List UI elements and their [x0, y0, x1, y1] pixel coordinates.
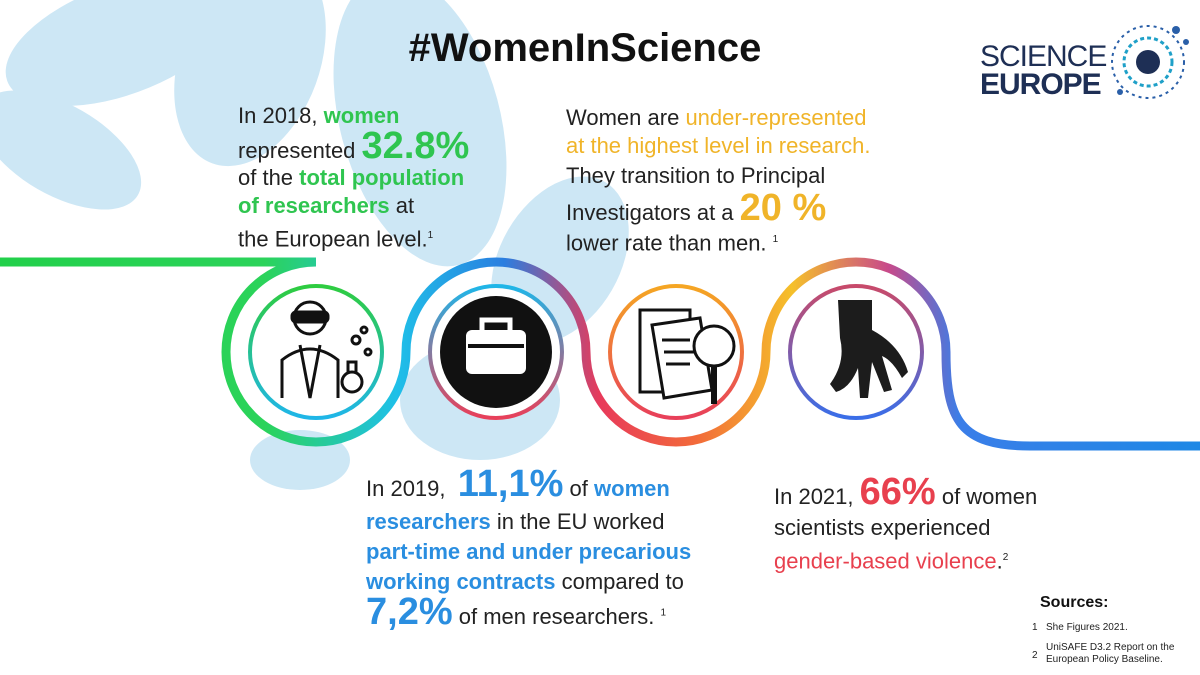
- text: represented: [238, 138, 356, 163]
- highlight: of researchers: [238, 193, 390, 218]
- highlight: women: [323, 103, 400, 128]
- text: Women are: [566, 105, 680, 130]
- title: #WomenInScience: [408, 26, 762, 70]
- footnote-ref: 1: [772, 234, 779, 245]
- text: Investigators at a: [566, 200, 734, 225]
- statistic: 32.8%: [361, 125, 470, 167]
- source-text: UniSAFE D3.2 Report on the European Poli…: [1046, 642, 1175, 665]
- text: In 2021,: [774, 484, 854, 509]
- logo-text: EUROPE: [980, 68, 1102, 101]
- highlight: working contracts: [366, 569, 556, 594]
- statistic: 7,2%: [366, 591, 453, 633]
- text: lower rate than men.: [566, 230, 767, 256]
- text: In 2018,: [238, 103, 318, 128]
- text: in the EU worked: [496, 509, 665, 534]
- text: In 2019,: [366, 476, 446, 501]
- statistic: 66%: [859, 471, 936, 513]
- highlight: at the highest level in research.: [566, 133, 871, 158]
- footnote-ref: 1: [660, 607, 667, 619]
- sources-heading: Sources:: [1040, 594, 1109, 611]
- highlight: researchers: [366, 509, 491, 534]
- footnote-ref: 2: [1002, 552, 1009, 563]
- highlight: gender-based violence: [774, 548, 997, 574]
- text: of men researchers.: [458, 604, 655, 629]
- text: scientists experienced: [774, 515, 991, 540]
- text: They transition to Principal: [566, 163, 826, 188]
- statistic: 11,1%: [457, 463, 564, 505]
- text: at: [395, 193, 415, 218]
- footnote-ref: 1: [427, 230, 434, 241]
- text: of the: [238, 165, 294, 190]
- statistic: 20 %: [739, 187, 827, 229]
- highlight: part-time and under precarious: [366, 539, 692, 564]
- logo-text: SCIENCE: [980, 40, 1107, 73]
- highlight: total population: [299, 165, 465, 190]
- text: .: [996, 548, 1003, 574]
- highlight: under-represented: [685, 105, 867, 130]
- source-text: She Figures 2021.: [1046, 622, 1128, 633]
- text: of women: [941, 484, 1038, 509]
- source-number: 1: [1032, 622, 1038, 633]
- text: compared to: [561, 569, 684, 594]
- highlight: women: [594, 476, 670, 501]
- source-number: 2: [1032, 650, 1038, 661]
- text: the European level.: [238, 226, 428, 252]
- text: of: [569, 476, 588, 501]
